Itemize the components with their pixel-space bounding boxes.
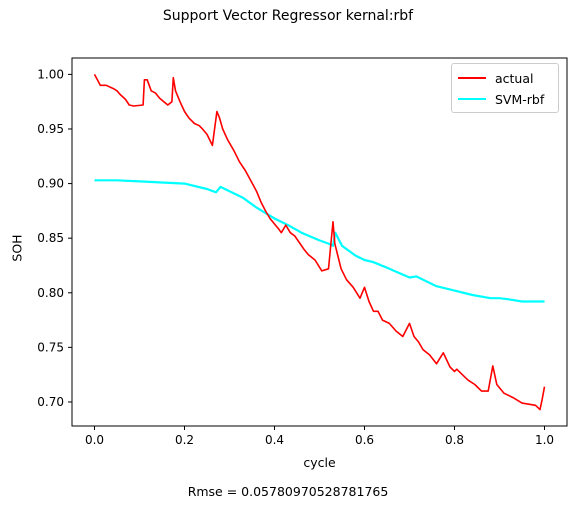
x-tick-label: 0.4 (265, 433, 284, 447)
legend: actual SVM-rbf (451, 63, 559, 113)
x-tick-label: 0.2 (175, 433, 194, 447)
y-tick-label: 1.00 (37, 67, 64, 81)
y-tick-label: 0.90 (37, 177, 64, 191)
chart-title: Support Vector Regressor kernal:rbf (162, 8, 414, 24)
legend-swatch-actual (458, 77, 486, 79)
series-line-actual (93, 74, 546, 411)
legend-label-svm-rbf: SVM-rbf (495, 91, 545, 107)
x-tick-label: 0.6 (355, 433, 374, 447)
y-tick-label: 0.70 (37, 395, 64, 409)
legend-label-actual: actual (495, 70, 534, 86)
legend-swatch-svm-rbf (458, 98, 486, 100)
y-tick-label: 0.95 (37, 122, 64, 136)
x-axis-label: cycle (303, 455, 336, 470)
series-line-svm-rbf (94, 179, 545, 303)
y-tick-label: 0.85 (37, 231, 64, 245)
x-tick-label: 0.8 (445, 433, 464, 447)
y-tick-label: 0.80 (37, 286, 64, 300)
y-tick-label: 0.75 (37, 340, 64, 354)
y-axis-label: SOH (9, 234, 25, 262)
rmse-caption: Rmse = 0.05780970528781765 (187, 484, 389, 499)
x-tick-label: 0.0 (85, 433, 104, 447)
axis-layer: 0.0 0.2 0.4 0.6 0.8 1.0 0.70 0.75 0.80 0.85 0.90 0.… (37, 67, 554, 447)
legend-entry-actual: actual (458, 68, 534, 88)
plot-area (71, 57, 568, 427)
legend-entry-svm-rbf: SVM-rbf (458, 89, 544, 109)
series-layer (93, 74, 546, 411)
x-tick-label: 1.0 (535, 433, 554, 447)
